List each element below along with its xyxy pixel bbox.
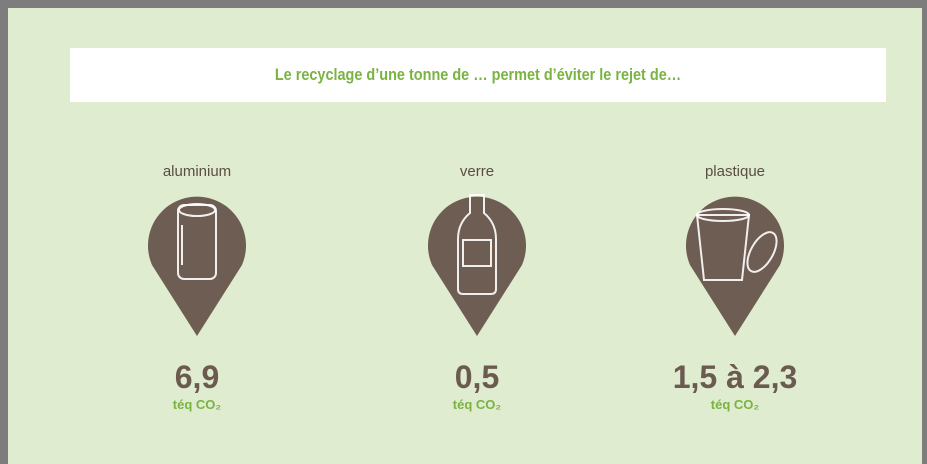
pins: aluminium verre plastique 6,9 0,5 1,5 à … xyxy=(0,0,927,464)
item-value: 0,5 xyxy=(455,359,499,395)
item-value: 1,5 à 2,3 xyxy=(673,359,798,395)
pin-plastique xyxy=(686,197,784,336)
item-unit: téq CO₂ xyxy=(173,397,222,412)
item-value: 6,9 xyxy=(175,359,219,395)
item-label: plastique xyxy=(705,163,765,180)
pin-aluminium xyxy=(148,197,246,336)
item-label: aluminium xyxy=(163,163,231,180)
page: Le recyclage d’une tonne de … permet d’é… xyxy=(0,0,927,464)
item-label: verre xyxy=(460,163,494,180)
item-unit: téq CO₂ xyxy=(711,397,760,412)
item-unit: téq CO₂ xyxy=(453,397,502,412)
pin-verre xyxy=(428,195,526,336)
